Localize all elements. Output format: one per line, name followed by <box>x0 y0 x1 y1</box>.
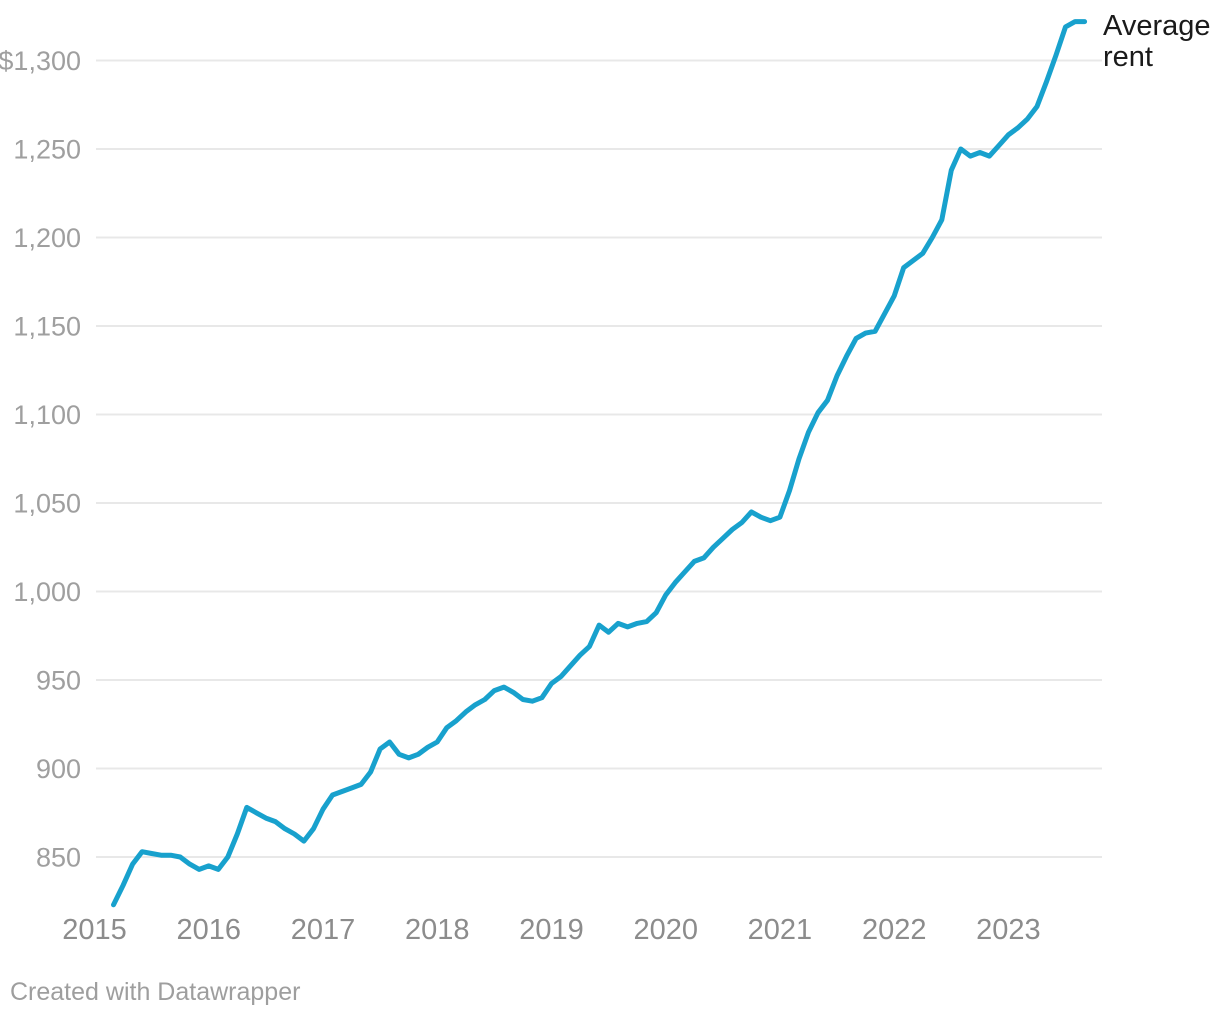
x-axis-tick-label: 2018 <box>405 914 470 946</box>
y-axis-tick-label: 1,200 <box>13 223 81 253</box>
x-axis-tick-label: 2015 <box>62 914 127 946</box>
y-axis-tick-label: 1,050 <box>13 489 81 519</box>
x-axis-tick-label: 2016 <box>176 914 241 946</box>
y-axis-tick-label: 950 <box>36 666 81 696</box>
series-label: Average rent <box>1103 10 1211 73</box>
x-axis-labels: 2015 2016 2017 2018 2019 2020 2021 2022 2023 <box>62 914 1040 946</box>
y-axis-labels: 850 900 950 1,000 1,050 1,100 1,150 1,200 1,250 $… <box>0 46 81 873</box>
y-axis-tick-label: 1,100 <box>13 400 81 430</box>
y-gridlines <box>96 59 1102 858</box>
y-axis-tick-label: 1,150 <box>13 312 81 342</box>
y-axis-tick-label: $1,300 <box>0 46 81 76</box>
y-axis-tick-label: 1,250 <box>13 135 81 165</box>
x-axis-tick-label: 2020 <box>633 914 698 946</box>
x-axis-tick-label: 2021 <box>748 914 813 946</box>
x-axis-tick-label: 2019 <box>519 914 584 946</box>
x-axis-tick-label: 2017 <box>291 914 356 946</box>
y-axis-tick-label: 850 <box>36 843 81 873</box>
x-axis-tick-label: 2022 <box>862 914 927 946</box>
y-axis-tick-label: 900 <box>36 754 81 784</box>
x-axis-tick-label: 2023 <box>976 914 1041 946</box>
average-rent-line <box>111 19 1088 908</box>
y-axis-tick-label: 1,000 <box>13 577 81 607</box>
footer-credit: Created with Datawrapper <box>10 978 301 1006</box>
